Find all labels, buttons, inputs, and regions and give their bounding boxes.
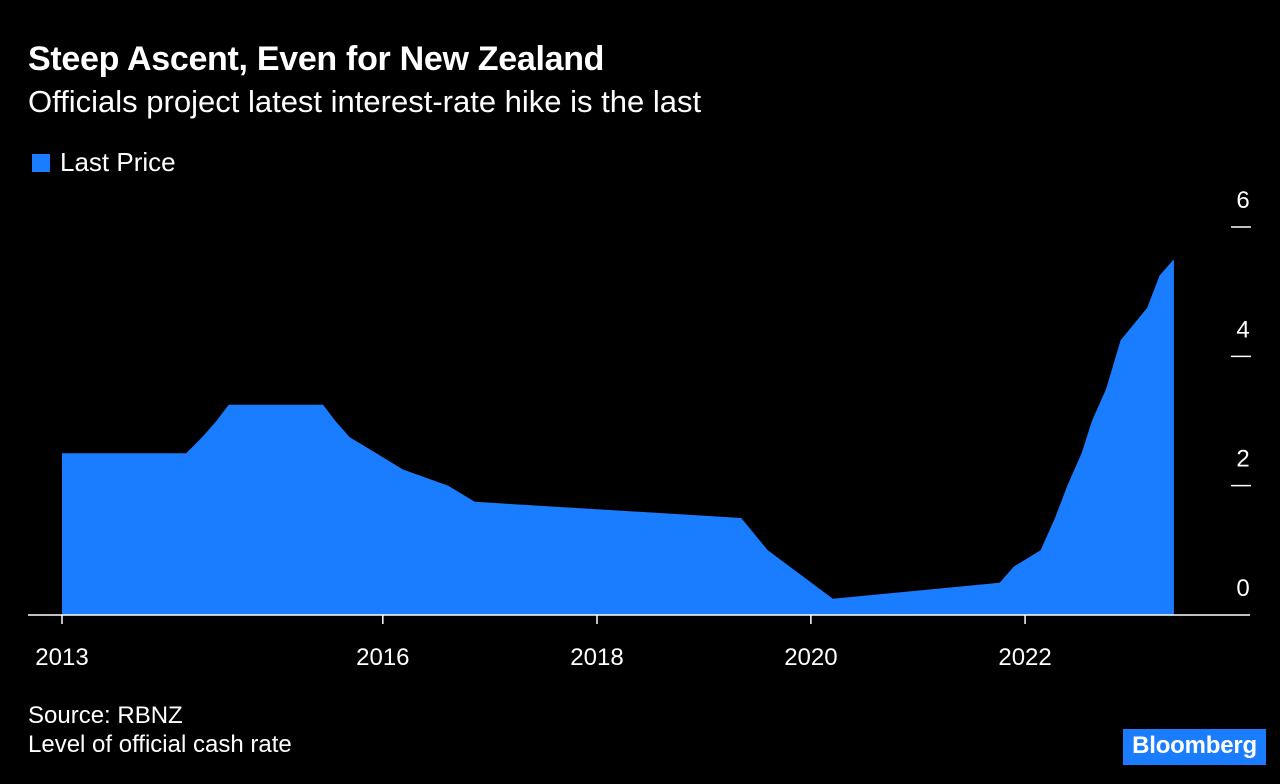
footnote: Level of official cash rate: [28, 731, 292, 758]
chart-legend: Last Price: [32, 147, 176, 178]
x-tick-label: 2018: [570, 644, 623, 671]
x-axis-ticks: 2013 2016 2018 2020 2022: [35, 615, 1052, 671]
legend-label-last-price: Last Price: [60, 147, 176, 177]
chart-subtitle: Officials project latest interest-rate h…: [28, 84, 702, 119]
x-tick-label: 2013: [35, 644, 88, 671]
bloomberg-logo: Bloomberg: [1123, 729, 1266, 765]
x-tick-label: 2020: [784, 644, 837, 671]
y-tick-label: 6: [1236, 187, 1249, 214]
series-layer: [62, 259, 1174, 615]
y-axis-ticks: 0 2 4 6: [1231, 187, 1251, 602]
y-tick-label: 0: [1236, 575, 1249, 602]
y-tick-label: 2: [1236, 446, 1249, 473]
area-series-last-price: [62, 259, 1174, 615]
x-tick-label: 2022: [998, 644, 1051, 671]
chart-title: Steep Ascent, Even for New Zealand: [28, 40, 605, 78]
y-tick-label: 4: [1236, 316, 1249, 343]
x-tick-label: 2016: [356, 644, 409, 671]
legend-swatch-last-price: [32, 153, 50, 172]
source-note: Source: RBNZ: [28, 702, 183, 729]
